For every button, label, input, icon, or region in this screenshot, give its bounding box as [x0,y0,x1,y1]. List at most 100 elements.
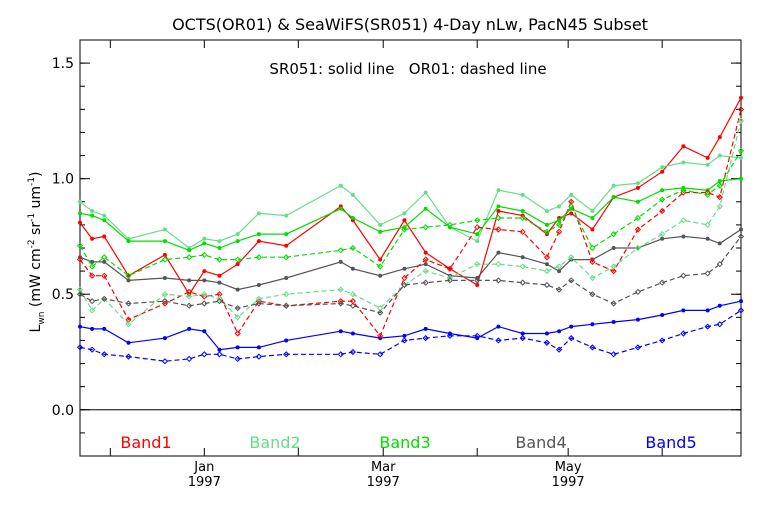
data-point-band2-or01 [446,274,454,282]
data-point-band3-sr051 [635,199,640,204]
data-point-band2-sr051 [78,199,82,204]
data-point-band3-or01 [474,217,481,224]
data-point-band1-sr051 [635,185,640,190]
data-point-band2-or01 [555,263,563,270]
data-point-band1-or01 [737,106,745,113]
data-point-band5-or01 [555,346,563,353]
data-point-band3-or01 [634,214,642,222]
data-point-band2-sr051 [338,183,343,188]
data-point-band3-sr051 [338,206,343,211]
data-point-band4-sr051 [496,250,501,255]
data-point-band1-sr051 [569,211,574,216]
data-point-band5-or01 [186,355,193,363]
data-point-band1-sr051 [496,209,501,214]
data-point-band5-sr051 [569,324,574,329]
data-point-band4-or01 [634,288,642,296]
data-point-band2-sr051 [681,160,686,165]
data-point-band3-sr051 [235,239,240,244]
data-point-band3-sr051 [350,215,355,220]
data-point-band3-or01 [76,242,84,249]
data-point-band5-or01 [349,348,356,356]
data-point-band1-sr051 [423,250,428,255]
data-point-band5-sr051 [235,345,240,350]
data-point-band5-or01 [680,330,687,337]
line-style-annotation: SR051: solid line OR01: dashed line [269,60,546,78]
ylabel-units-c: um [28,186,44,213]
data-point-band1-or01 [201,293,208,300]
data-point-band3-or01 [737,147,745,155]
data-point-band4-or01 [89,298,96,305]
data-point-band3-sr051 [544,222,549,227]
data-point-band1-sr051 [705,155,710,160]
data-point-band4-or01 [610,300,617,307]
data-point-band2-or01 [704,221,711,228]
data-point-band4-sr051 [681,234,686,239]
data-point-band3-or01 [680,187,687,194]
data-point-band1-sr051 [235,262,240,267]
legend-label-band4: Band4 [515,433,566,452]
data-point-band3-or01 [283,254,290,261]
data-point-band1-or01 [377,332,384,339]
data-point-band5-sr051 [284,338,289,343]
ylabel-units-a: (mW cm [28,248,44,311]
ylabel-exp-2: -1 [27,213,37,222]
data-point-band4-or01 [76,291,84,298]
data-point-band4-sr051 [350,266,355,271]
data-point-band4-or01 [422,279,429,286]
data-point-band1-or01 [716,194,723,201]
data-point-band2-or01 [659,231,666,238]
data-point-band4-or01 [680,272,687,279]
data-point-band3-sr051 [90,213,95,218]
data-point-band3-sr051 [475,232,480,237]
data-point-band5-sr051 [739,299,743,304]
series-line-band4-sr051 [79,228,742,291]
data-point-band4-sr051 [217,280,222,285]
data-point-band1-or01 [401,274,408,282]
data-point-band4-or01 [589,291,596,298]
data-point-band2-sr051 [717,153,722,158]
data-point-band5-sr051 [90,326,95,331]
series-line-band2-or01 [79,120,742,326]
series-line-band5-or01 [79,309,742,362]
data-point-band1-or01 [680,189,687,196]
data-point-band4-or01 [216,298,223,305]
data-point-band4-or01 [125,300,132,307]
data-point-band4-sr051 [102,259,107,264]
data-point-band2-or01 [201,291,208,298]
data-point-band3-sr051 [102,218,107,223]
data-point-band1-sr051 [660,169,665,174]
data-point-band3-or01 [555,221,563,228]
data-point-band4-or01 [555,286,563,293]
data-point-band5-or01 [161,358,169,365]
data-point-band3-sr051 [520,209,525,214]
data-point-band2-sr051 [557,204,562,209]
data-point-band3-sr051 [590,215,595,220]
data-point-band2-or01 [89,307,96,314]
data-point-band5-sr051 [350,331,355,336]
data-point-band4-sr051 [520,255,525,260]
data-point-band4-or01 [377,309,384,316]
data-point-band4-sr051 [187,278,192,283]
data-point-band4-sr051 [739,227,743,232]
data-point-band3-or01 [161,256,169,263]
data-point-band4-or01 [543,281,551,289]
data-point-band5-or01 [610,351,617,358]
data-point-band3-sr051 [126,239,131,244]
data-point-band1-sr051 [78,220,82,225]
y-tick-label: 1.5 [52,56,74,72]
data-point-band5-sr051 [590,322,595,327]
data-point-band5-or01 [737,307,745,314]
data-point-band3-or01 [255,254,263,261]
data-point-band1-sr051 [102,234,107,239]
data-point-band2-or01 [125,321,132,328]
data-point-band4-sr051 [705,236,710,241]
data-point-band5-or01 [89,346,96,353]
data-point-band3-or01 [216,256,223,263]
data-point-band2-sr051 [544,209,549,214]
ylabel-exp-3: -1 [27,177,37,186]
data-point-band3-or01 [495,214,502,222]
svg-text:Lwn (mW cm-2 sr-1 um-1): Lwn (mW cm-2 sr-1 um-1) [27,172,47,333]
data-point-band1-or01 [89,272,96,279]
data-point-band3-or01 [234,256,241,263]
